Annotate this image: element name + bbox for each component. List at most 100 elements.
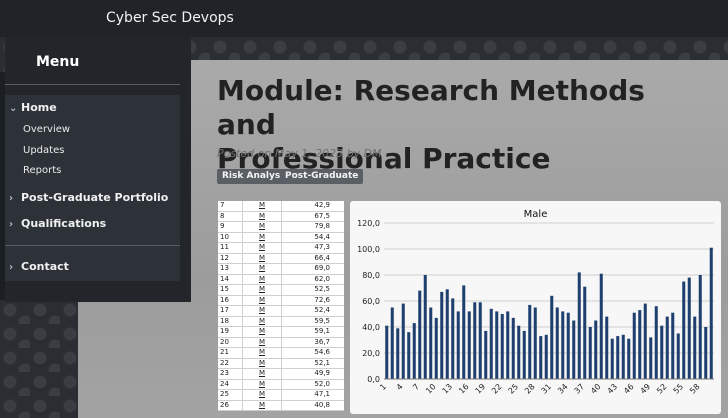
table-cell: 25 — [218, 389, 243, 401]
y-tick-label: 100,0 — [357, 245, 380, 254]
table-cell: 9 — [218, 221, 243, 233]
bar — [561, 311, 565, 379]
table-cell: 69,0 — [281, 263, 344, 275]
bar — [451, 298, 455, 379]
chart-title: Male — [523, 209, 548, 220]
bar — [654, 306, 658, 379]
x-tick-label: 13 — [441, 382, 455, 396]
x-tick-label: 40 — [589, 382, 603, 396]
chart-container: Male 0,0 20,0 40,0 60,0 80,0 100,0 120,0 1 4 7 10 1… — [350, 201, 721, 414]
bar — [621, 334, 625, 379]
bar — [544, 334, 548, 379]
table-cell: 15 — [218, 284, 243, 296]
x-tick-label: 55 — [672, 382, 686, 396]
table-cell: 36,7 — [281, 337, 344, 348]
table-row: 20 M 36,7 — [218, 337, 344, 348]
table-row: 9 M 79,8 — [218, 221, 344, 233]
table-row: 19 M 59,1 — [218, 326, 344, 338]
bar — [434, 317, 438, 379]
table-cell: 21 — [218, 347, 243, 359]
x-tick-label: 49 — [639, 382, 653, 396]
table-cell: M — [242, 379, 282, 390]
table-cell: 47,1 — [281, 389, 344, 401]
table-cell: 16 — [218, 295, 243, 306]
table-cell: M — [242, 274, 282, 285]
bar — [506, 311, 510, 379]
table-cell: 40,8 — [281, 400, 344, 411]
x-tick-label: 25 — [507, 382, 521, 396]
x-tick-label: 22 — [490, 382, 504, 396]
bar — [676, 333, 680, 379]
bar — [599, 273, 603, 379]
bar — [484, 330, 488, 379]
table-cell: 49,9 — [281, 368, 344, 380]
chevron-right-icon: › — [9, 262, 14, 273]
table-row: 15 M 52,5 — [218, 284, 344, 296]
menu-subitem-reports[interactable]: Reports — [23, 165, 62, 176]
chevron-down-icon: ⌄ — [9, 103, 18, 114]
bar — [390, 307, 394, 379]
x-tick-label: 4 — [395, 382, 405, 392]
table-cell: 52,5 — [281, 284, 344, 296]
table-row: 14 M 62,0 — [218, 274, 344, 285]
x-tick-label: 10 — [424, 382, 438, 396]
table-cell: 13 — [218, 263, 243, 275]
menu-subitem-updates[interactable]: Updates — [23, 145, 65, 156]
menu-item-qualifications[interactable]: › Qualifications — [9, 217, 106, 230]
table-row: 12 M 66,4 — [218, 253, 344, 264]
table-cell: 62,0 — [281, 274, 344, 285]
table-cell: 23 — [218, 368, 243, 380]
chevron-right-icon: › — [9, 193, 14, 204]
table-row: 23 M 49,9 — [218, 368, 344, 380]
table-cell: 26 — [218, 400, 243, 411]
hex-pattern-side — [0, 300, 78, 418]
bar — [473, 302, 477, 379]
x-tick-label: 16 — [457, 382, 471, 396]
menu-subitem-overview[interactable]: Overview — [23, 124, 71, 135]
x-tick-label: 52 — [655, 382, 669, 396]
menu-title: Menu — [36, 54, 80, 70]
table-cell: 18 — [218, 316, 243, 327]
table-cell: 54,4 — [281, 232, 344, 243]
x-tick-label: 28 — [523, 382, 537, 396]
menu-item-qualifications-label: Qualifications — [21, 217, 107, 230]
page-title: Module: Research Methods and Professiona… — [217, 74, 697, 176]
bar — [467, 311, 471, 379]
x-tick-label: 31 — [540, 382, 554, 396]
site-title[interactable]: Cyber Sec Devops — [106, 10, 234, 26]
table-cell: 11 — [218, 242, 243, 254]
x-tick-label: 34 — [556, 382, 570, 396]
x-tick-label: 46 — [622, 382, 636, 396]
menu-item-post-graduate-portfolio[interactable]: › Post-Graduate Portfolio — [9, 191, 168, 204]
table-cell: 42,9 — [281, 201, 344, 212]
table-cell: M — [242, 326, 282, 338]
chevron-right-icon: › — [9, 219, 14, 230]
bar — [456, 311, 460, 379]
bar — [709, 247, 713, 379]
tag-risk-analyst[interactable]: Risk Analyst — [217, 169, 290, 184]
table-cell: M — [242, 284, 282, 296]
table-row: 24 M 52,0 — [218, 379, 344, 390]
table-cell: 59,1 — [281, 326, 344, 338]
tag-post-graduate[interactable]: Post-Graduate — [280, 169, 364, 184]
table-cell: 8 — [218, 211, 243, 222]
x-tick-label: 19 — [474, 382, 488, 396]
bar — [385, 325, 389, 379]
bar — [489, 308, 493, 379]
bar — [572, 320, 576, 379]
data-table: 7 M 42,9 8 M 67,5 9 M 79,8 10 M 54,4 11 M 47,3 12 M 66,4 1… — [218, 201, 344, 411]
menu-item-contact[interactable]: › Contact — [5, 253, 180, 279]
menu-item-home[interactable]: ⌄ Home — [9, 101, 57, 114]
bar — [555, 307, 559, 379]
bar-chart: 0,0 20,0 40,0 60,0 80,0 100,0 120,0 1 4 7 10 13 16 19… — [357, 219, 714, 396]
table-row: 7 M 42,9 — [218, 201, 344, 212]
menu-panel: Menu ⌄ Home Overview Updates Reports › Pos… — [5, 37, 191, 302]
bar — [522, 330, 526, 379]
bar — [533, 307, 537, 379]
menu-divider — [5, 84, 180, 85]
y-tick-label: 40,0 — [362, 323, 380, 332]
bar — [495, 311, 499, 379]
table-cell: 67,5 — [281, 211, 344, 222]
table-cell: 19 — [218, 326, 243, 338]
table-cell: 52,4 — [281, 305, 344, 317]
